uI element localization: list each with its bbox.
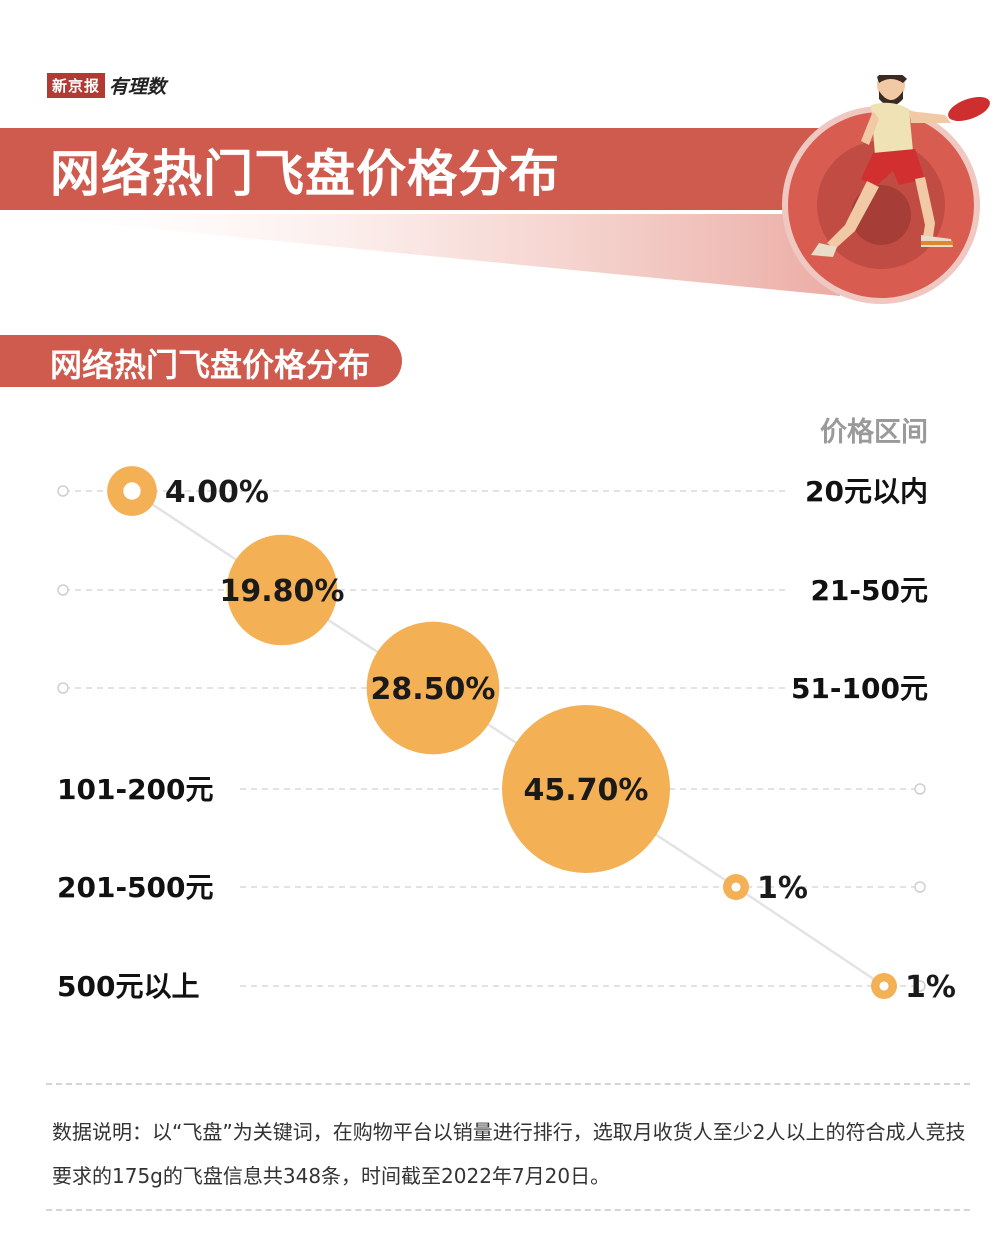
bubble xyxy=(502,705,670,873)
page-title: 网络热门飞盘价格分布 xyxy=(50,145,560,203)
category-label: 21-50元 xyxy=(810,574,928,607)
value-label: 1% xyxy=(905,970,956,1005)
category-label: 20元以内 xyxy=(805,475,928,508)
player-illustration xyxy=(782,75,990,304)
category-label: 51-100元 xyxy=(791,672,928,705)
gridline-end-marker xyxy=(57,682,69,694)
gridline-end-marker xyxy=(57,584,69,596)
bubble xyxy=(226,534,338,646)
bubble-center-dot xyxy=(123,482,141,500)
price-bubble-chart: 4.00% 20元以内 19.80% 21-50元 28.50% 51-100元 45.70… xyxy=(57,466,956,1005)
logo-script: 有理数 xyxy=(109,75,167,98)
value-label: 1% xyxy=(757,871,808,906)
category-label: 101-200元 xyxy=(57,773,214,806)
logo-box: 新京报 xyxy=(47,72,106,98)
value-label: 28.50% xyxy=(371,672,496,707)
note-bottom-divider xyxy=(46,1209,970,1211)
data-note: 数据说明：以“飞盘”为关键词，在购物平台以销量进行排行，选取月收货人至少2人以上… xyxy=(52,1120,966,1188)
value-label: 19.80% xyxy=(220,574,345,609)
gridline-end-marker xyxy=(914,783,926,795)
section-title: 网络热门飞盘价格分布 xyxy=(50,346,371,384)
value-label: 4.00% xyxy=(165,475,269,510)
category-label: 201-500元 xyxy=(57,871,214,904)
brand-logo: 新京报 有理数 xyxy=(47,72,166,98)
section-banner xyxy=(0,335,402,387)
gridline-end-marker xyxy=(57,485,69,497)
gridline-end-marker xyxy=(914,980,926,992)
header-ribbon xyxy=(0,214,840,296)
price-range-header: 价格区间 xyxy=(820,417,928,448)
header-decoration xyxy=(0,214,840,296)
gridline-end-marker xyxy=(914,881,926,893)
bubble xyxy=(366,621,500,755)
category-label: 500元以上 xyxy=(57,970,199,1003)
bubble-center-dot xyxy=(879,981,889,991)
title-banner xyxy=(0,128,840,210)
value-label: 45.70% xyxy=(524,773,649,808)
note-top-divider xyxy=(46,1083,970,1085)
bubble-center-dot xyxy=(731,882,741,892)
